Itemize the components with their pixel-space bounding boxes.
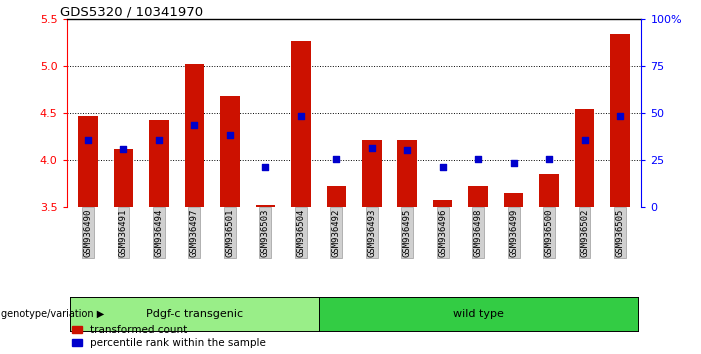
Bar (184, 64, 204, 207)
Bar (149, 120, 169, 207)
Point (579, 137, 590, 142)
Point (154, 138, 165, 143)
Point (295, 113, 306, 119)
Point (259, 164, 271, 170)
Bar (362, 139, 381, 207)
Point (82, 138, 93, 143)
Bar (397, 139, 417, 207)
Point (331, 156, 342, 162)
Bar (468, 187, 488, 207)
Bar (220, 96, 240, 207)
Bar (575, 109, 594, 207)
Text: wild type: wild type (453, 309, 503, 319)
Point (508, 160, 519, 166)
Point (402, 147, 413, 153)
Point (224, 132, 236, 138)
Text: Pdgf-c transgenic: Pdgf-c transgenic (146, 309, 243, 319)
Bar (327, 187, 346, 207)
Point (615, 113, 626, 119)
Legend: transformed count, percentile rank within the sample: transformed count, percentile rank withi… (68, 321, 270, 352)
Bar (114, 149, 133, 207)
Point (118, 146, 129, 152)
Text: GDS5320 / 10341970: GDS5320 / 10341970 (60, 5, 203, 18)
Bar (78, 116, 97, 207)
Bar (256, 205, 275, 207)
Point (472, 156, 484, 162)
Bar (504, 193, 524, 207)
Point (189, 122, 200, 128)
Point (543, 156, 554, 162)
Point (437, 164, 449, 170)
Bar (433, 200, 452, 207)
Bar (539, 174, 559, 207)
Bar (611, 34, 630, 207)
Bar (291, 41, 311, 207)
Text: genotype/variation ▶: genotype/variation ▶ (1, 309, 104, 319)
Point (366, 145, 377, 151)
